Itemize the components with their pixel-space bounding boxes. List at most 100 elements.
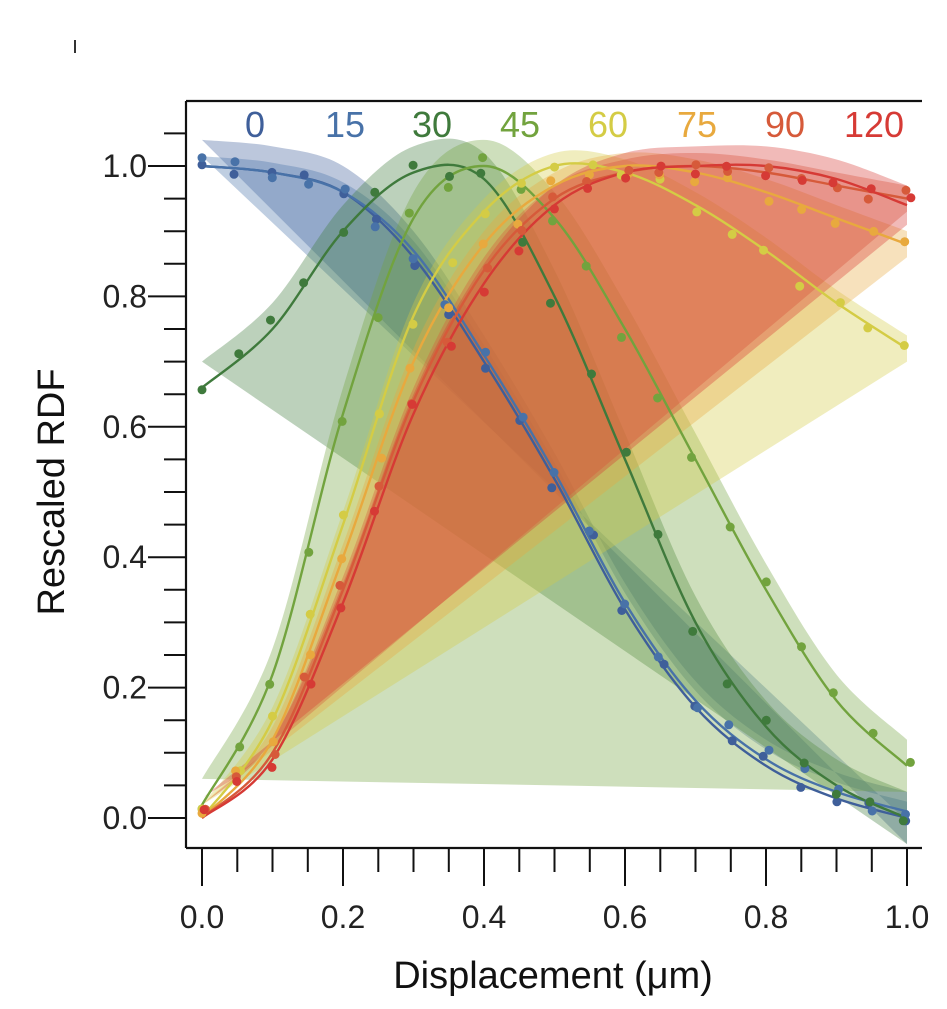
point-series-120-17 <box>797 175 807 185</box>
point-series-90-10 <box>548 192 558 202</box>
point-series-30-10 <box>546 298 555 308</box>
point-series-15-16 <box>764 745 774 755</box>
line-series-60 <box>201 162 908 819</box>
point-series-0-6 <box>410 261 420 271</box>
point-series-120-4 <box>336 603 346 613</box>
point-series-60-8 <box>480 209 490 219</box>
point-series-0-5 <box>371 214 381 224</box>
point-series-15-4 <box>340 184 350 194</box>
point-series-75-20 <box>900 237 910 247</box>
point-series-120-1 <box>232 777 242 786</box>
point-series-60-10 <box>550 162 559 172</box>
point-series-30-1 <box>234 349 244 359</box>
point-series-60-11 <box>588 160 598 170</box>
point-series-45-3 <box>304 547 314 557</box>
y-tick-label-0: 0.0 <box>103 800 147 836</box>
point-series-30-18 <box>831 789 841 799</box>
point-series-90-3 <box>299 672 309 682</box>
point-series-75-11 <box>584 170 594 180</box>
x-axis-label: Displacement (μm) <box>393 955 713 997</box>
x-tick-label-2: 0.4 <box>462 899 506 935</box>
point-series-0-13 <box>659 659 669 669</box>
point-series-15-14 <box>693 703 703 713</box>
point-series-30-15 <box>722 679 732 689</box>
point-series-60-15 <box>727 229 737 239</box>
point-series-75-16 <box>764 196 774 206</box>
point-series-0-18 <box>832 797 842 807</box>
y-tick-label-2: 0.4 <box>103 539 147 575</box>
line-series-30 <box>201 163 908 820</box>
point-series-60-4 <box>338 510 348 520</box>
point-series-75-3 <box>306 650 315 660</box>
point-series-120-7 <box>446 341 456 351</box>
point-series-60-2 <box>268 711 277 721</box>
point-series-120-9 <box>514 246 524 256</box>
point-series-120-0 <box>199 805 209 815</box>
legend-label-75: 75 <box>677 104 717 145</box>
point-series-15-13 <box>653 652 663 662</box>
point-series-30-7 <box>445 171 454 181</box>
point-series-45-7 <box>443 182 453 192</box>
point-series-45-6 <box>404 208 414 218</box>
point-series-75-8 <box>478 239 488 249</box>
point-series-30-11 <box>587 369 596 379</box>
point-series-45-20 <box>905 757 915 767</box>
legend-label-30: 30 <box>412 104 452 145</box>
point-series-0-16 <box>758 751 768 761</box>
point-series-45-4 <box>337 416 347 426</box>
point-series-45-10 <box>548 216 557 226</box>
point-series-45-19 <box>868 728 878 738</box>
point-series-0-17 <box>796 782 806 792</box>
point-series-75-19 <box>869 226 879 236</box>
point-series-90-4 <box>335 580 345 590</box>
point-series-60-16 <box>759 245 768 255</box>
x-axis: 0.0 0.2 0.4 0.6 0.8 1.0 <box>180 848 929 935</box>
point-series-15-5 <box>370 222 380 232</box>
point-series-120-12 <box>621 173 631 183</box>
point-series-90-20 <box>901 185 911 195</box>
point-series-75-15 <box>723 173 733 183</box>
point-series-30-17 <box>799 758 809 768</box>
point-series-120-15 <box>722 161 731 171</box>
point-series-120-2 <box>267 762 277 772</box>
point-series-45-16 <box>761 577 771 587</box>
legend-label-45: 45 <box>500 104 540 145</box>
point-series-30-6 <box>408 160 418 170</box>
y-tick-label-1: 0.2 <box>103 670 147 706</box>
legend-label-120: 120 <box>844 104 904 145</box>
point-series-15-6 <box>408 254 418 264</box>
point-series-15-10 <box>549 468 559 477</box>
point-series-120-10 <box>549 204 559 214</box>
point-series-45-14 <box>687 452 696 462</box>
point-series-45-18 <box>828 688 838 698</box>
point-series-15-3 <box>304 179 314 189</box>
point-series-90-9 <box>517 225 527 235</box>
point-series-120-11 <box>583 183 593 193</box>
point-series-75-6 <box>405 363 415 373</box>
legend: 0 15 30 45 60 75 90 120 <box>245 104 904 145</box>
point-series-15-9 <box>518 412 528 422</box>
point-series-60-3 <box>305 609 315 619</box>
y-tick-label-4: 0.8 <box>103 278 147 314</box>
point-series-0-7 <box>444 310 454 320</box>
legend-label-90: 90 <box>765 104 805 145</box>
point-series-45-13 <box>653 393 663 403</box>
point-series-30-3 <box>299 278 309 288</box>
point-series-60-14 <box>692 207 702 217</box>
point-series-30-16 <box>761 715 771 725</box>
point-series-90-8 <box>483 263 493 273</box>
point-series-75-4 <box>337 554 347 564</box>
point-series-60-18 <box>835 298 845 308</box>
line-series-75 <box>201 164 908 819</box>
point-series-120-13 <box>656 161 666 171</box>
point-series-30-4 <box>339 227 349 237</box>
point-series-120-19 <box>866 184 876 194</box>
point-series-45-8 <box>478 153 488 163</box>
point-series-0-3 <box>299 170 309 180</box>
point-series-90-14 <box>691 160 701 170</box>
point-series-90-11 <box>582 177 592 186</box>
point-series-75-18 <box>830 218 840 228</box>
point-series-15-8 <box>481 347 490 357</box>
point-series-75-7 <box>444 303 454 313</box>
point-series-60-17 <box>795 281 805 291</box>
